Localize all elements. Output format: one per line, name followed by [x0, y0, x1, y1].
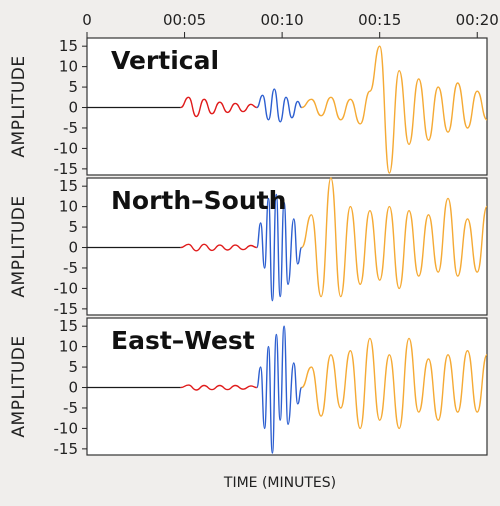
y-tick-label: -10: [54, 419, 79, 437]
y-tick-label: 0: [68, 99, 78, 117]
y-tick-label: -5: [63, 399, 78, 417]
y-axis-label: AMPLITUDE: [9, 195, 29, 297]
y-tick-label: 0: [68, 239, 78, 257]
p-wave-trace: [180, 384, 257, 391]
panel-title: East–West: [111, 326, 255, 355]
y-tick-label: 5: [68, 358, 78, 376]
y-tick-label: -15: [54, 160, 79, 178]
y-tick-label: 10: [59, 58, 78, 76]
s-wave-trace: [256, 325, 303, 454]
y-tick-label: 15: [59, 37, 78, 55]
y-tick-label: -15: [54, 440, 79, 458]
panel-1: 15 10 5 0 -5 -10 -15 AMPLITUDE Vertical: [9, 37, 488, 178]
surface-wave-trace: [301, 45, 488, 174]
panel-3: 15 10 5 0 -5 -10 -15 AMPLITUDE East–West: [9, 317, 488, 458]
y-tick-label: 5: [68, 218, 78, 236]
y-axis-label: AMPLITUDE: [9, 335, 29, 437]
y-tick-label: -10: [54, 139, 79, 157]
panel-frame: [86, 317, 488, 456]
y-tick-label: -10: [54, 279, 79, 297]
x-tick-label: 00:20: [456, 11, 499, 29]
x-axis-label: TIME (MINUTES): [223, 475, 336, 491]
y-tick-label: -5: [63, 259, 78, 277]
x-tick-label: 00:10: [261, 11, 304, 29]
y-tick-label: 5: [68, 78, 78, 96]
y-tick-label: 15: [59, 317, 78, 335]
s-wave-trace: [256, 88, 302, 123]
panel-title: North–South: [111, 186, 286, 215]
s-wave-trace: [256, 193, 303, 302]
x-tick-label: 00:05: [163, 11, 206, 29]
y-tick-label: 10: [59, 338, 78, 356]
p-wave-trace: [180, 96, 257, 118]
panel-2: 15 10 5 0 -5 -10 -15 AMPLITUDE North–South: [9, 177, 488, 318]
panel-frame: [86, 37, 488, 176]
x-tick-label: 00:15: [358, 11, 401, 29]
y-tick-label: 0: [68, 379, 78, 397]
surface-wave-trace: [300, 177, 488, 298]
p-wave-trace: [180, 243, 257, 252]
panel-title: Vertical: [111, 46, 219, 75]
y-tick-label: 15: [59, 177, 78, 195]
panel-frame: [86, 177, 488, 316]
y-tick-label: -15: [54, 300, 79, 318]
surface-wave-trace: [301, 337, 488, 430]
y-tick-label: -5: [63, 119, 78, 137]
y-axis-label: AMPLITUDE: [9, 55, 29, 157]
x-tick-label: 0: [82, 11, 92, 29]
y-tick-label: 10: [59, 198, 78, 216]
